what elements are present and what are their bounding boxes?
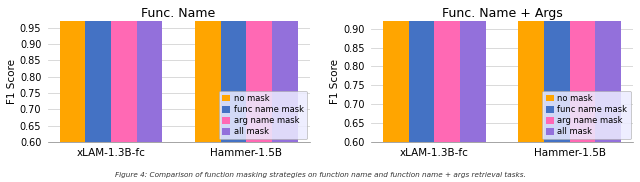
Bar bbox=[111, 0, 137, 142]
Bar bbox=[409, 0, 435, 142]
Title: Func. Name: Func. Name bbox=[141, 7, 216, 20]
Y-axis label: F1 Score: F1 Score bbox=[7, 59, 17, 104]
Legend: no mask, func name mask, arg name mask, all mask: no mask, func name mask, arg name mask, … bbox=[542, 90, 630, 139]
Bar bbox=[272, 0, 298, 142]
Bar bbox=[435, 0, 460, 142]
Bar bbox=[460, 0, 486, 142]
Bar bbox=[221, 0, 246, 142]
Bar bbox=[518, 0, 544, 142]
Legend: no mask, func name mask, arg name mask, all mask: no mask, func name mask, arg name mask, … bbox=[219, 90, 307, 139]
Bar bbox=[570, 0, 595, 142]
Bar bbox=[246, 0, 272, 142]
Y-axis label: F1 Score: F1 Score bbox=[330, 59, 340, 104]
Text: Figure 4: Comparison of function masking strategies on function name and functio: Figure 4: Comparison of function masking… bbox=[115, 172, 525, 178]
Bar bbox=[595, 0, 621, 142]
Bar bbox=[544, 0, 570, 142]
Bar bbox=[85, 0, 111, 142]
Title: Func. Name + Args: Func. Name + Args bbox=[442, 7, 563, 20]
Bar bbox=[195, 0, 221, 142]
Bar bbox=[383, 0, 409, 142]
Bar bbox=[60, 0, 85, 142]
Bar bbox=[137, 0, 163, 142]
